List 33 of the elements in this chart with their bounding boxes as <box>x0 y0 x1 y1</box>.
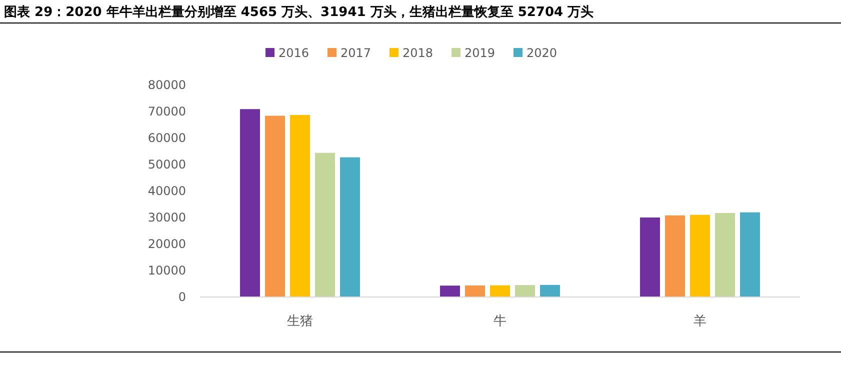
legend-label: 2016 <box>278 46 310 60</box>
bar <box>640 218 660 297</box>
bar <box>315 152 335 297</box>
y-tick-label: 30000 <box>148 210 186 225</box>
bar <box>515 285 535 297</box>
bar <box>290 114 310 297</box>
y-tick-label: 0 <box>178 290 186 304</box>
legend-label: 2019 <box>464 46 496 60</box>
bar <box>740 212 760 297</box>
bar <box>440 286 460 297</box>
x-tick-label: 牛 <box>494 314 506 329</box>
legend-label: 2020 <box>526 46 558 60</box>
bar <box>240 109 260 297</box>
bar <box>490 285 510 297</box>
bar <box>540 284 560 297</box>
bar <box>340 157 360 297</box>
y-tick-label: 20000 <box>148 237 186 252</box>
bar <box>715 212 735 297</box>
y-tick-label: 60000 <box>148 131 186 146</box>
y-tick-label: 40000 <box>148 184 186 198</box>
bar <box>665 215 685 297</box>
x-tick-label: 生猪 <box>287 314 313 329</box>
y-tick-label: 80000 <box>148 78 186 92</box>
legend-label: 2017 <box>340 46 372 60</box>
bar <box>690 214 710 297</box>
legend-label: 2018 <box>402 46 434 60</box>
bar <box>465 285 485 297</box>
x-tick-label: 羊 <box>694 314 706 329</box>
bar <box>265 116 285 297</box>
chart-title: 图表 29：2020 年牛羊出栏量分别增至 4565 万头、31941 万头，生猪出栏量恢复至 52704 万头 <box>4 5 594 20</box>
y-tick-label: 10000 <box>148 264 186 278</box>
y-tick-label: 50000 <box>148 158 186 172</box>
y-tick-label: 70000 <box>148 104 186 119</box>
